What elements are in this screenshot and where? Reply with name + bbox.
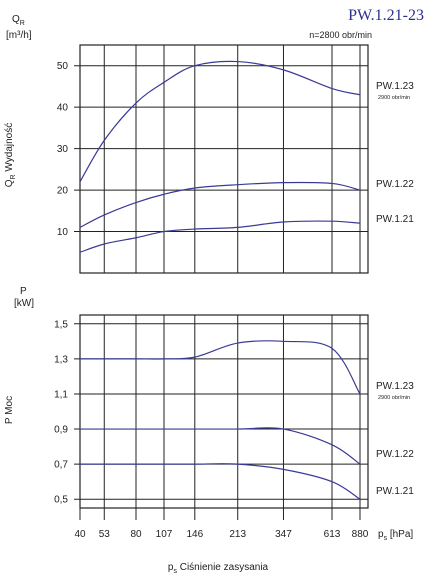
series-line-pw-1-22 bbox=[79, 427, 361, 465]
series-line-pw-1-23 bbox=[80, 340, 361, 395]
x-tick-label: 107 bbox=[156, 529, 173, 540]
series-label: PW.1.22 bbox=[376, 179, 414, 190]
svg-text:QR Wydajność: QR Wydajność bbox=[4, 123, 17, 187]
y-tick-label: 0,9 bbox=[54, 425, 68, 436]
y-tick-label: 20 bbox=[57, 186, 69, 197]
series-line-pw-1-22 bbox=[79, 181, 361, 228]
series-line-pw-1-23 bbox=[79, 60, 361, 183]
svg-text:ps [hPa]: ps [hPa] bbox=[378, 529, 413, 542]
y-tick-label: 50 bbox=[57, 61, 69, 72]
y-tick-label: 1,3 bbox=[54, 354, 68, 365]
chart-panel-flow: 10 20 30 40 50 PW.1.23 2900 obr/min PW.1.22 PW.1… bbox=[57, 44, 414, 274]
chart-title: PW.1.21-23 bbox=[348, 7, 424, 24]
svg-text:ps Ciśnienie zasysania: ps Ciśnienie zasysania bbox=[168, 562, 269, 575]
x-tick-label: 146 bbox=[186, 529, 203, 540]
bottom-x-unit: ps [hPa] bbox=[378, 529, 413, 542]
y-tick-label: 1,1 bbox=[54, 389, 68, 400]
series-label: PW.1.23 bbox=[376, 81, 414, 92]
top-y-unit: QR [m³/h] bbox=[6, 14, 32, 41]
x-tick-label: 80 bbox=[130, 529, 142, 540]
x-tick-label: 213 bbox=[229, 529, 246, 540]
y-tick-label: 0,7 bbox=[54, 460, 68, 471]
top-y-axis-label: QR Wydajność bbox=[4, 123, 17, 187]
svg-text:P: P bbox=[20, 286, 27, 297]
chart-subtitle: n=2800 obr/min bbox=[309, 30, 372, 40]
svg-text:QR: QR bbox=[12, 14, 25, 27]
y-tick-label: 0,5 bbox=[54, 495, 68, 506]
svg-text:P Moc: P Moc bbox=[4, 396, 15, 424]
svg-text:[m³/h]: [m³/h] bbox=[6, 30, 32, 41]
bottom-y-axis-label: P Moc bbox=[4, 396, 15, 424]
series-label: PW.1.21 bbox=[376, 486, 414, 497]
x-tick-label: 613 bbox=[324, 529, 341, 540]
chart-panel-power: 0,5 0,7 0,9 1,1 1,3 1,5 40 53 80 107 146 213 347 613 8… bbox=[54, 314, 414, 540]
y-tick-label: 10 bbox=[57, 227, 69, 238]
svg-text:[kW]: [kW] bbox=[14, 298, 34, 309]
y-tick-label: 1,5 bbox=[54, 319, 68, 330]
bottom-x-axis-label: ps Ciśnienie zasysania bbox=[168, 562, 269, 575]
series-label: PW.1.23 bbox=[376, 381, 414, 392]
x-tick-label: 880 bbox=[352, 529, 369, 540]
bottom-y-unit: P [kW] bbox=[14, 286, 34, 309]
series-note: 2900 obr/min bbox=[378, 395, 410, 401]
plot-frame bbox=[79, 44, 369, 274]
x-tick-label: 347 bbox=[275, 529, 292, 540]
series-line-pw-1-21 bbox=[80, 463, 361, 500]
x-tick-label: 40 bbox=[74, 529, 86, 540]
y-tick-label: 30 bbox=[57, 144, 69, 155]
series-note: 2900 obr/min bbox=[378, 95, 410, 101]
series-label: PW.1.21 bbox=[376, 214, 414, 225]
y-tick-label: 40 bbox=[57, 103, 69, 114]
chart-title-text: PW.1.21-23 bbox=[348, 7, 424, 24]
series-line-pw-1-21 bbox=[79, 220, 361, 253]
chart-panels: 10 20 30 40 50 PW.1.23 2900 obr/min PW.1.22 PW.1… bbox=[54, 44, 414, 540]
series-label: PW.1.22 bbox=[376, 449, 414, 460]
x-tick-label: 53 bbox=[99, 529, 111, 540]
